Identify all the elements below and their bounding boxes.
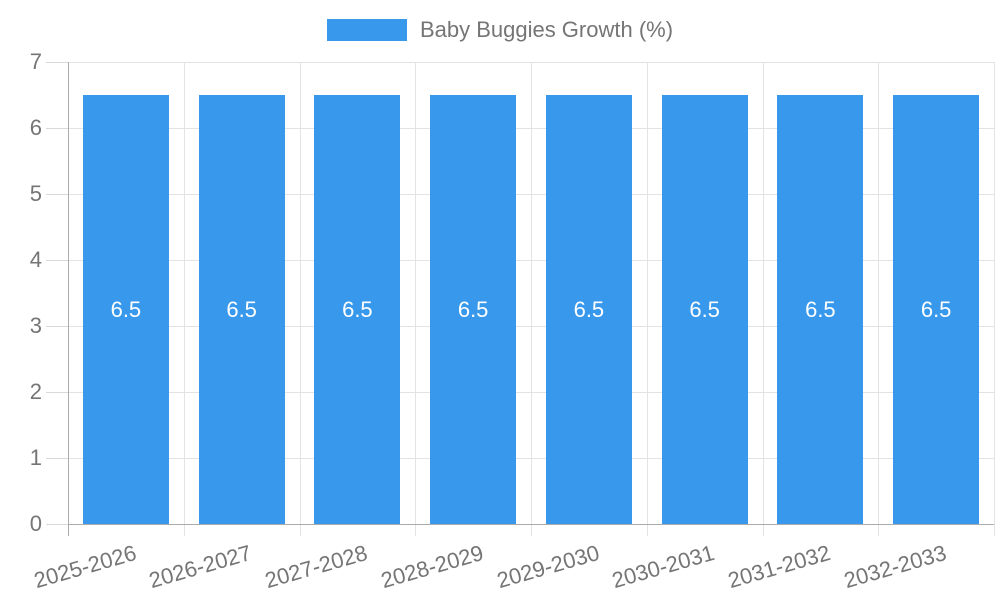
x-axis-label: 2029-2030 (493, 540, 602, 594)
bar[interactable] (661, 95, 748, 524)
x-axis-label: 2027-2028 (262, 540, 371, 594)
y-axis-label: 0 (29, 511, 42, 536)
legend-label: Baby Buggies Growth (%) (419, 17, 674, 42)
bar[interactable] (198, 95, 285, 524)
y-axis-tick (46, 62, 68, 63)
x-axis-label: 2025-2026 (30, 540, 139, 594)
legend-swatch (326, 19, 407, 41)
bar-value-label: 6.5 (342, 296, 373, 322)
y-axis-tick (46, 392, 68, 393)
bar-value-label: 6.5 (110, 296, 142, 322)
y-axis-label: 7 (29, 49, 42, 74)
v-gridline (415, 62, 417, 536)
y-axis-label: 6 (29, 115, 42, 140)
y-axis-label: 5 (29, 181, 42, 206)
v-gridline (183, 62, 185, 536)
y-axis-tick (46, 524, 68, 525)
x-axis-label: 2026-2027 (146, 540, 255, 594)
bar[interactable] (82, 95, 169, 524)
bar[interactable] (430, 95, 517, 524)
y-axis-label: 2 (29, 379, 42, 404)
v-gridline (646, 62, 648, 536)
bar[interactable] (545, 95, 632, 524)
bar-value-label: 6.5 (920, 296, 952, 322)
y-axis-tick (46, 458, 68, 459)
x-axis-label: 2032-2033 (840, 540, 950, 594)
y-axis-label: 4 (29, 247, 42, 272)
x-axis-label: 2028-2029 (377, 540, 487, 594)
y-axis-label: 3 (29, 313, 42, 338)
bar[interactable] (314, 95, 401, 524)
y-axis-label: 1 (29, 445, 42, 470)
v-gridline (994, 62, 995, 536)
x-axis-label: 2031-2032 (725, 540, 834, 594)
bar-value-label: 6.5 (689, 296, 720, 322)
y-axis-tick (46, 128, 68, 129)
bar-value-label: 6.5 (805, 296, 836, 322)
y-axis-line (68, 62, 69, 536)
bar-value-label: 6.5 (457, 296, 489, 322)
bar-value-label: 6.5 (226, 296, 257, 322)
x-axis-line (68, 524, 994, 525)
bar[interactable] (893, 95, 980, 524)
v-gridline (878, 62, 880, 536)
legend-item[interactable]: Baby Buggies Growth (%) (0, 17, 1000, 43)
v-gridline (762, 62, 764, 536)
y-axis-tick (46, 194, 68, 195)
bar[interactable] (777, 95, 864, 524)
v-gridline (299, 62, 301, 536)
bar-value-label: 6.5 (573, 296, 605, 322)
v-gridline (531, 62, 532, 536)
y-axis-tick (46, 260, 68, 261)
y-axis-tick (46, 326, 68, 327)
x-axis-label: 2030-2031 (609, 540, 718, 594)
